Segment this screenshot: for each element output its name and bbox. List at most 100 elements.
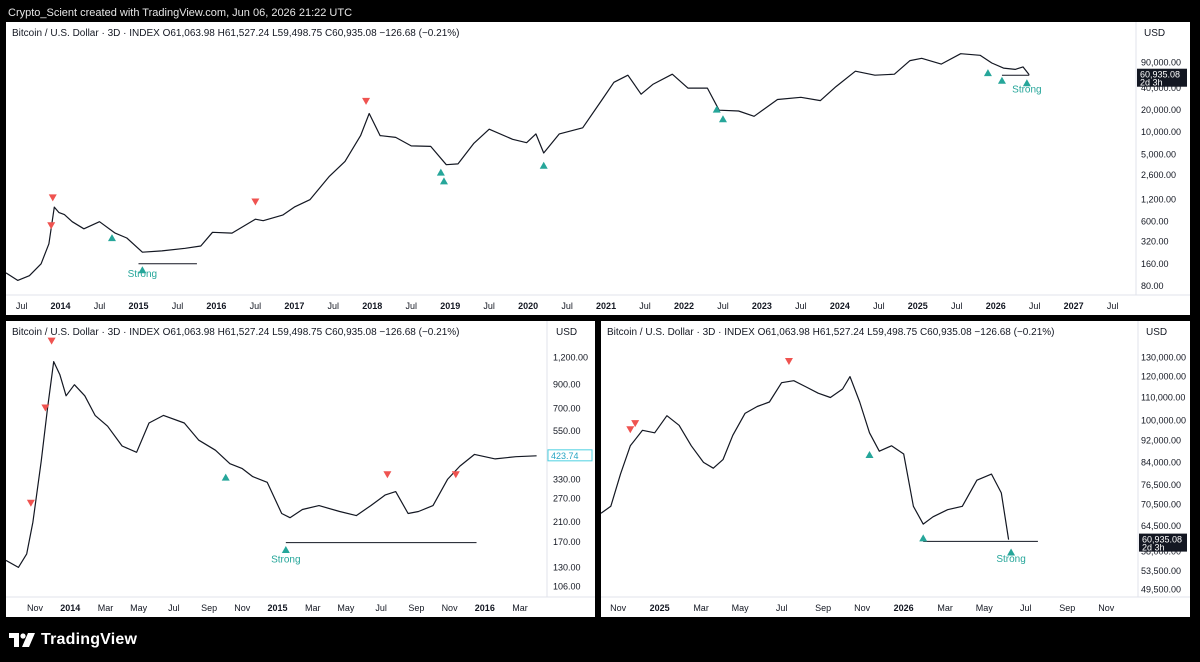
chart-2024-2026-svg[interactable]: 49,500.0053,500.0058,000.0064,500.0070,5…: [601, 321, 1190, 617]
symbol-ohlc-legend: Bitcoin / U.S. Dollar · 3D · INDEX O61,0…: [12, 28, 460, 39]
x-tick-label: 2019: [440, 301, 460, 311]
tradingview-logo-icon: [9, 633, 35, 647]
x-tick-label: Jul: [1029, 301, 1041, 311]
currency-label: USD: [1144, 28, 1166, 39]
last-price-tag: [547, 449, 593, 462]
y-axis: 49,500.0053,500.0058,000.0064,500.0070,5…: [1141, 352, 1186, 594]
y-tick-label: 600.00: [1141, 217, 1169, 227]
sell-signal-marker: [47, 337, 56, 345]
x-axis: Nov 2014 Mar May Jul Sep Nov 2015 Mar May Jul Sep No…: [27, 603, 528, 613]
y-tick-label: 550.00: [553, 426, 581, 436]
chart-main-svg[interactable]: 80.00 160.00 320.00 600.00 1,200.00 2,600.00 5…: [6, 22, 1190, 315]
x-tick-label: Mar: [693, 603, 709, 613]
x-tick-label: Jul: [1020, 603, 1032, 613]
tradingview-logo-text: TradingView: [41, 631, 138, 648]
sell-signal-marker: [451, 471, 460, 479]
y-tick-label: 330.00: [553, 474, 581, 484]
strong-annotation: Strong: [1012, 84, 1041, 95]
x-tick-label: 2014: [60, 603, 80, 613]
symbol-ohlc-legend: Bitcoin / U.S. Dollar · 3D · INDEX O61,0…: [607, 327, 1055, 338]
chart-panel-2024-2026[interactable]: Bitcoin / U.S. Dollar · 3D · INDEX O61,0…: [601, 321, 1190, 617]
x-tick-label: Jul: [375, 603, 387, 613]
x-tick-label: Jul: [16, 301, 28, 311]
sell-signal-marker: [26, 499, 35, 507]
y-tick-label: 64,500.00: [1141, 521, 1181, 531]
buy-signal-marker: [439, 177, 448, 185]
y-tick-label: 700.00: [553, 403, 581, 413]
price-line: [6, 53, 1030, 281]
y-tick-label: 70,500.00: [1141, 500, 1181, 510]
x-tick-label: 2015: [128, 301, 148, 311]
buy-signal-marker: [107, 234, 116, 242]
x-tick-label: Jul: [717, 301, 729, 311]
strong-annotation: Strong: [128, 269, 157, 280]
x-tick-label: 2026: [986, 301, 1006, 311]
x-tick-label: Sep: [408, 603, 424, 613]
y-tick-label: 76,500.00: [1141, 480, 1181, 490]
x-tick-label: Mar: [98, 603, 114, 613]
x-tick-label: Jul: [561, 301, 573, 311]
y-axis: 106.00130.00170.00210.00270.00330.00420.…: [553, 353, 588, 592]
x-tick-label: Mar: [305, 603, 321, 613]
price-line: [601, 375, 1010, 540]
buy-signal-marker: [539, 161, 548, 169]
x-tick-label: May: [337, 603, 355, 613]
x-tick-label: May: [130, 603, 148, 613]
sell-signal-marker: [251, 198, 260, 206]
y-tick-label: 90,000.00: [1141, 57, 1181, 67]
x-tick-label: 2026: [894, 603, 914, 613]
y-axis: 80.00 160.00 320.00 600.00 1,200.00 2,600.00 5…: [1141, 57, 1181, 291]
x-tick-label: Jul: [405, 301, 417, 311]
x-tick-label: Jul: [1107, 301, 1119, 311]
buy-signal-marker: [919, 534, 928, 542]
sell-signal-marker: [631, 420, 640, 428]
y-tick-label: 320.00: [1141, 237, 1169, 247]
buy-signal-marker: [221, 473, 230, 481]
x-tick-label: Sep: [815, 603, 831, 613]
sell-signal-marker: [48, 194, 57, 202]
x-tick-label: Nov: [442, 603, 459, 613]
strong-annotation: Strong: [271, 554, 300, 565]
y-tick-label: 106.00: [553, 582, 581, 592]
sell-signal-marker: [383, 471, 392, 479]
x-tick-label: Nov: [234, 603, 251, 613]
tradingview-logo[interactable]: TradingView: [9, 631, 137, 649]
sell-signal-marker: [784, 358, 793, 366]
chart-2013-2016-svg[interactable]: 106.00130.00170.00210.00270.00330.00420.…: [6, 321, 595, 617]
y-tick-label: 900.00: [553, 380, 581, 390]
x-tick-label: May: [732, 603, 750, 613]
x-tick-label: Nov: [854, 603, 871, 613]
x-tick-label: Jul: [172, 301, 184, 311]
last-price-tag: [1137, 68, 1187, 87]
buy-signal-marker: [983, 69, 992, 77]
y-tick-label: 20,000.00: [1141, 105, 1181, 115]
x-tick-label: Jul: [873, 301, 885, 311]
currency-label: USD: [556, 327, 578, 338]
buy-signal-marker: [138, 266, 147, 274]
y-tick-label: 170.00: [553, 537, 581, 547]
x-tick-label: Jul: [483, 301, 495, 311]
y-tick-label: 160.00: [1141, 259, 1169, 269]
x-tick-label: Mar: [937, 603, 953, 613]
x-tick-label: Jul: [639, 301, 651, 311]
y-tick-label: 5,000.00: [1141, 149, 1176, 159]
x-axis: Nov 2025 Mar May Jul Sep Nov 2026 Mar May Jul Sep No…: [610, 603, 1115, 613]
y-tick-label: 210.00: [553, 517, 581, 527]
sell-signal-marker: [41, 404, 50, 412]
sell-signal-marker: [47, 222, 56, 230]
x-tick-label: Jul: [776, 603, 788, 613]
buy-signal-marker: [1022, 79, 1031, 87]
buy-signal-marker: [436, 168, 445, 176]
last-price-tag: [1139, 533, 1187, 552]
x-tick-label: 2024: [830, 301, 850, 311]
x-tick-label: Sep: [201, 603, 217, 613]
sell-signal-marker: [626, 426, 635, 434]
y-tick-label: 1,200.00: [553, 353, 588, 363]
chart-panel-2013-2016[interactable]: Bitcoin / U.S. Dollar · 3D · INDEX O61,0…: [6, 321, 595, 617]
buy-signal-marker: [712, 105, 721, 113]
y-tick-label: 130.00: [553, 562, 581, 572]
x-tick-label: 2017: [284, 301, 304, 311]
chart-panel-main[interactable]: Bitcoin / U.S. Dollar · 3D · INDEX O61,0…: [6, 22, 1190, 315]
last-price-value: 60,935.08: [1140, 70, 1180, 80]
y-tick-label: 130,000.00: [1141, 352, 1186, 362]
